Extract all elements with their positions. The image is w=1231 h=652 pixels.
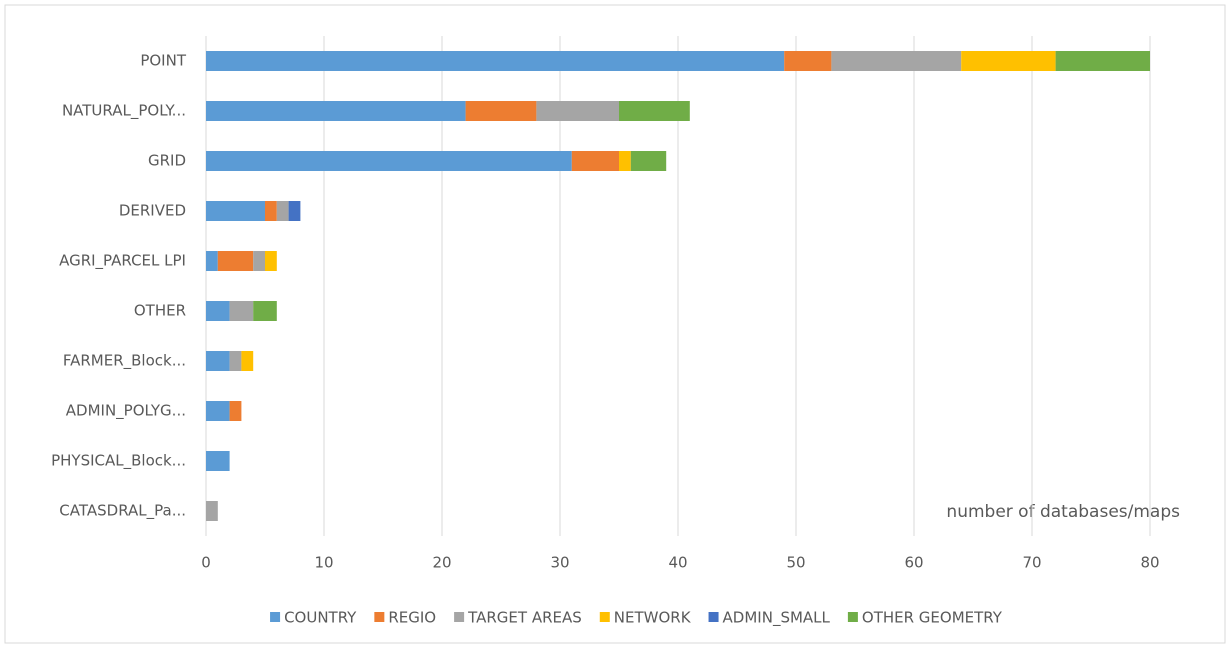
- bar-segment: [276, 201, 289, 221]
- y-tick-label: OTHER: [134, 302, 186, 320]
- bar-segment: [206, 451, 230, 471]
- x-tick-label: 20: [432, 554, 451, 572]
- y-tick-label: AGRI_PARCEL LPI: [59, 252, 186, 271]
- bar-segment: [206, 51, 785, 71]
- y-tick-label: POINT: [140, 52, 186, 70]
- bar-segment: [1055, 51, 1150, 71]
- bar-segment: [465, 101, 537, 121]
- bar-segment: [229, 351, 242, 371]
- x-tick-label: 60: [904, 554, 923, 572]
- legend-label: TARGET AREAS: [467, 609, 582, 627]
- bar-segment: [229, 401, 242, 421]
- legend-label: OTHER GEOMETRY: [862, 609, 1003, 627]
- legend-label: COUNTRY: [284, 609, 357, 627]
- y-tick-label: GRID: [148, 152, 186, 170]
- x-tick-label: 50: [786, 554, 805, 572]
- bar-segment: [217, 251, 254, 271]
- legend-label: NETWORK: [614, 609, 692, 627]
- y-tick-label: NATURAL_POLY...: [62, 102, 186, 121]
- legend-swatch: [847, 612, 858, 622]
- legend-swatch: [599, 612, 610, 622]
- y-tick-label: FARMER_Block...: [63, 352, 186, 371]
- x-tick-label: 0: [201, 554, 211, 572]
- bar-segment: [619, 101, 690, 121]
- bar-segment: [253, 251, 265, 271]
- x-tick-label: 70: [1022, 554, 1041, 572]
- bar-segment: [571, 151, 619, 171]
- y-tick-label: CATASDRAL_Pa...: [59, 502, 186, 521]
- bar-segment: [265, 201, 277, 221]
- bar-segment: [536, 101, 619, 121]
- bar-segment: [961, 51, 1056, 71]
- bar-segment: [206, 251, 218, 271]
- y-tick-label: PHYSICAL_Block...: [51, 452, 186, 471]
- bar-segment: [630, 151, 667, 171]
- y-tick-label: DERIVED: [119, 202, 186, 220]
- legend-swatch: [454, 612, 465, 622]
- bar-segment: [206, 201, 265, 221]
- bar-segment: [831, 51, 962, 71]
- bar-segment: [288, 201, 301, 221]
- chart-frame: [4, 4, 1226, 644]
- x-tick-label: 80: [1140, 554, 1159, 572]
- bar-segment: [784, 51, 832, 71]
- bar-segment: [265, 251, 277, 271]
- legend-label: ADMIN_SMALL: [723, 609, 831, 628]
- legend-swatch: [708, 612, 719, 622]
- bar-segment: [619, 151, 631, 171]
- annotation: number of databases/maps: [946, 502, 1180, 522]
- bar-segment: [206, 351, 230, 371]
- bar-segment: [206, 151, 572, 171]
- x-tick-label: 30: [550, 554, 569, 572]
- legend-label: REGIO: [388, 609, 436, 627]
- bar-segment: [229, 301, 254, 321]
- bar-segment: [241, 351, 254, 371]
- y-tick-label: ADMIN_POLYG...: [66, 402, 186, 421]
- legend-swatch: [270, 612, 281, 622]
- bar-segment: [206, 501, 218, 521]
- bar-segment: [206, 301, 230, 321]
- bar-segment: [206, 401, 230, 421]
- x-tick-label: 40: [668, 554, 687, 572]
- bar-segment: [253, 301, 277, 321]
- bar-segment: [206, 101, 466, 121]
- x-tick-label: 10: [314, 554, 333, 572]
- legend-swatch: [374, 612, 385, 622]
